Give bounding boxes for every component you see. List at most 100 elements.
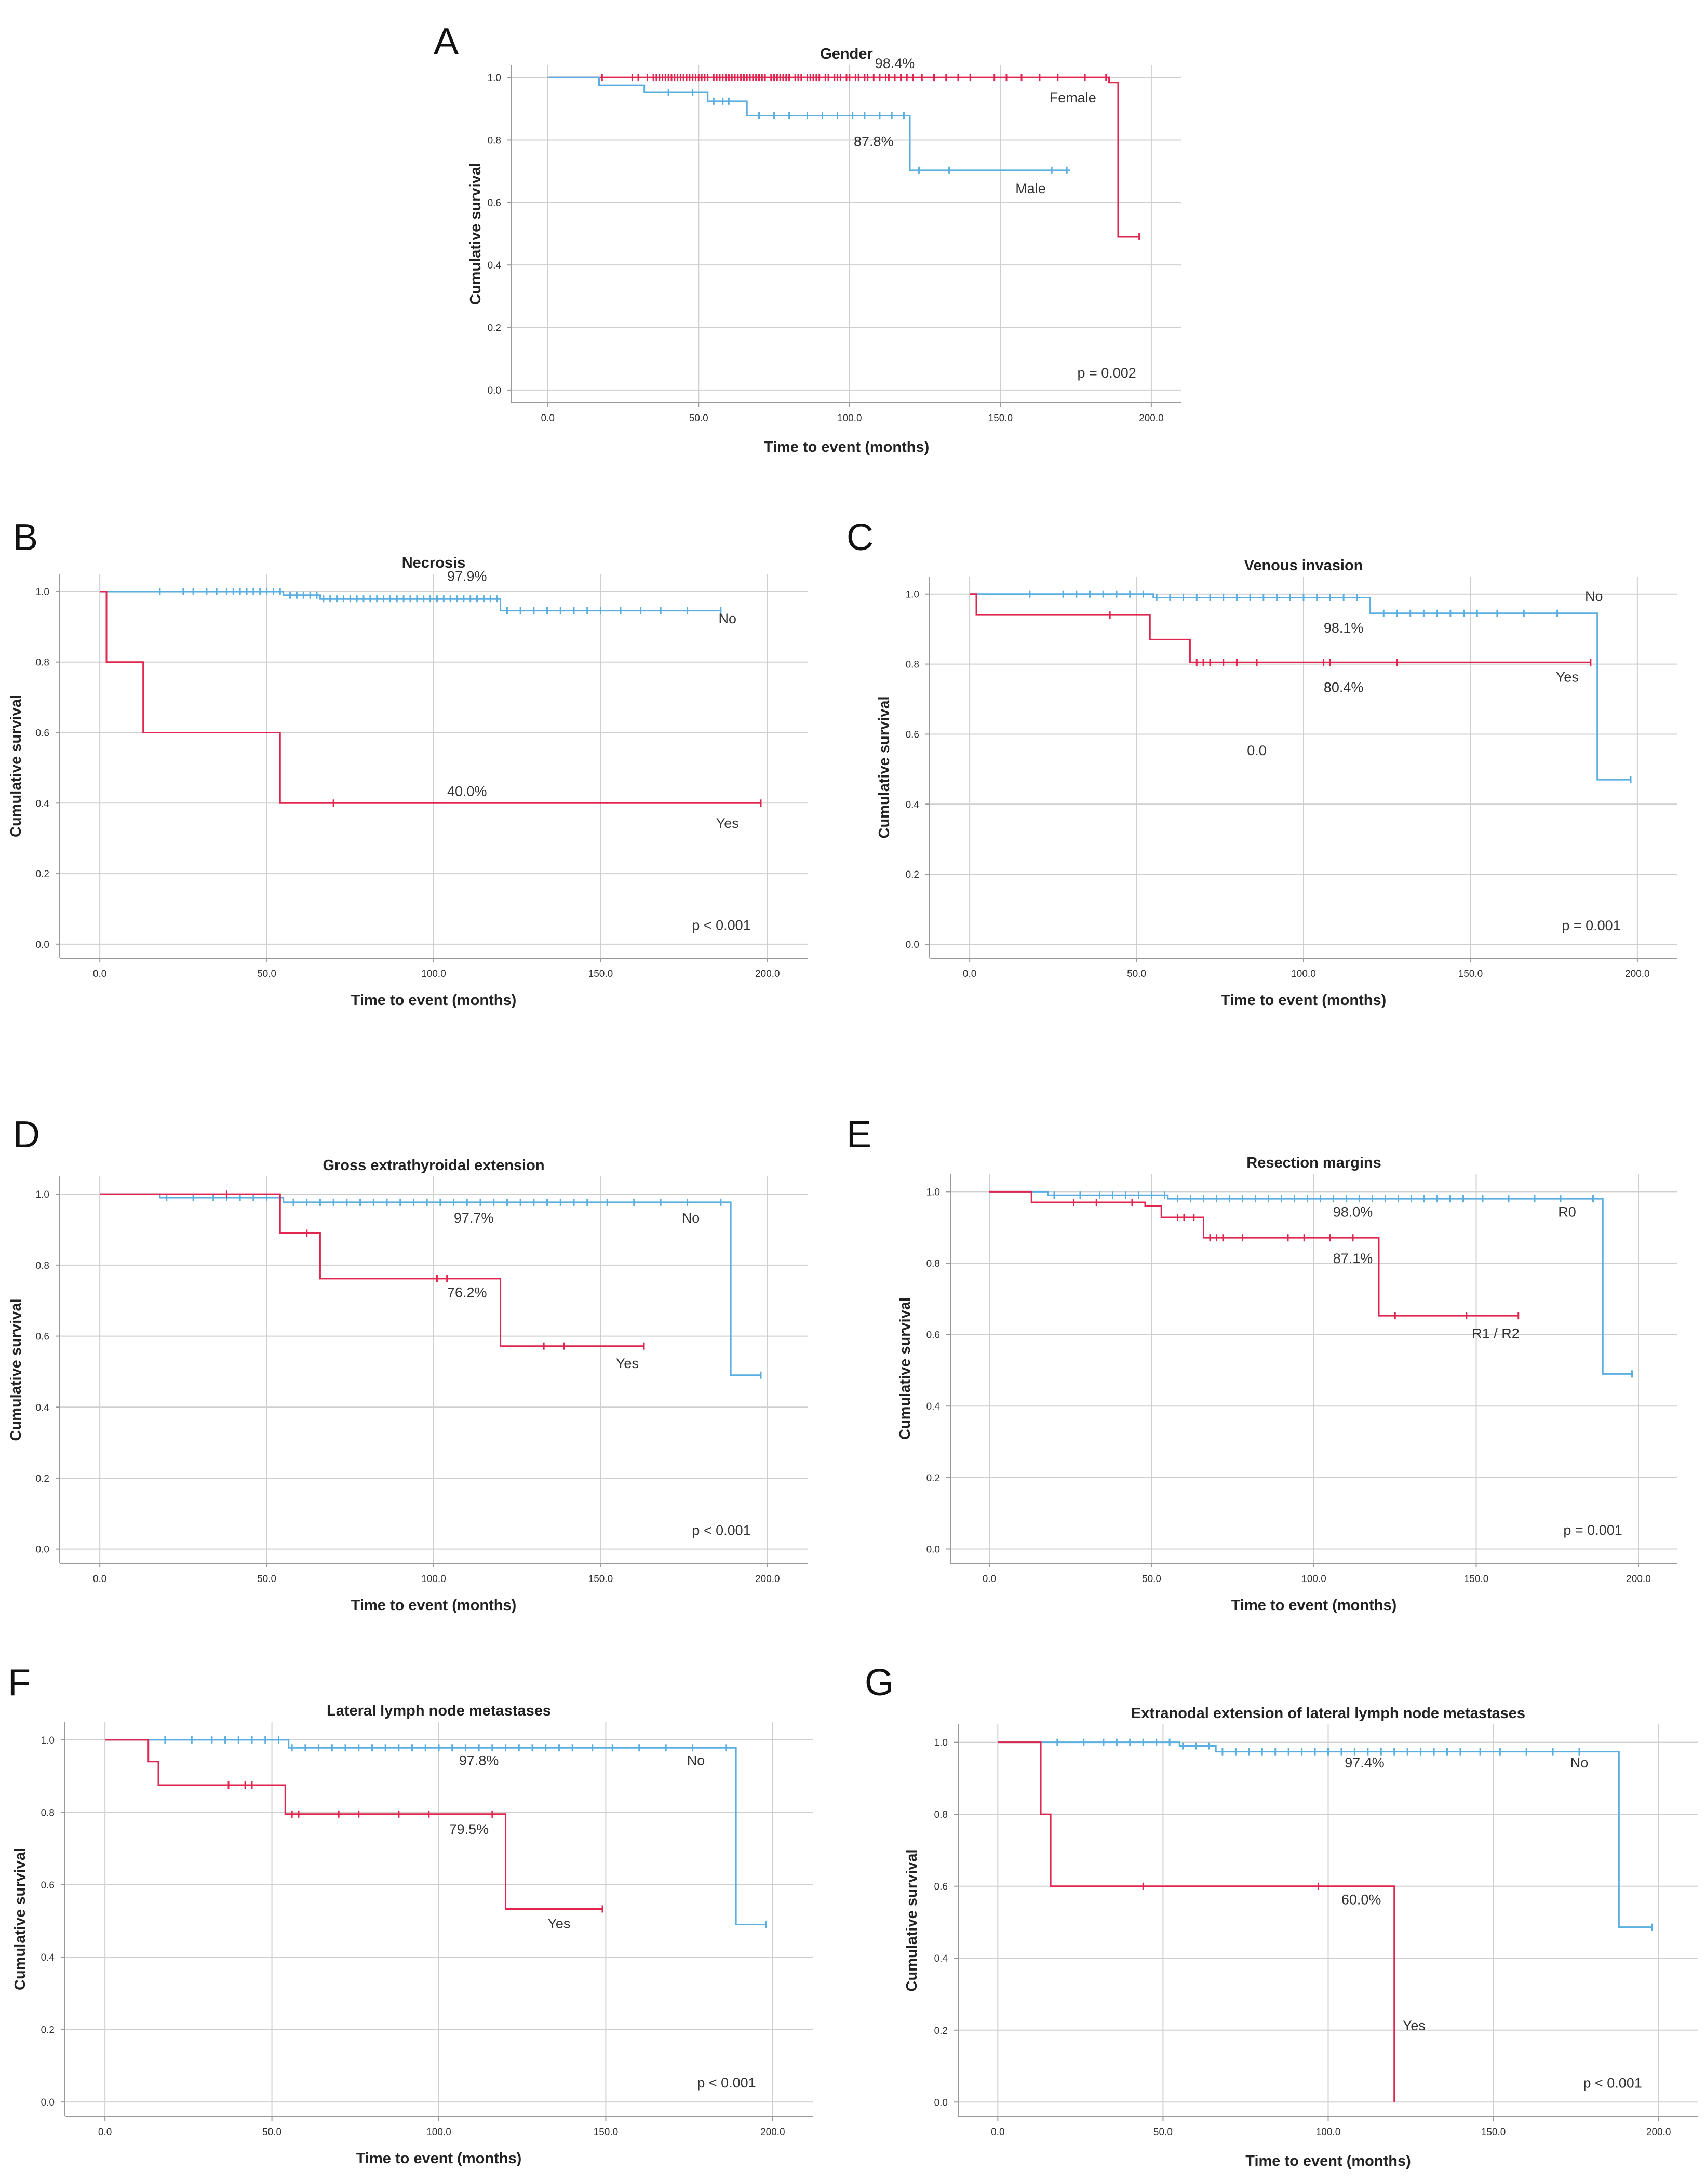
panel-letter: F (8, 1662, 31, 1704)
x-tick-label: 150.0 (1481, 2127, 1506, 2138)
x-tick-label: 100.0 (421, 969, 446, 980)
curve-annotation: Yes (616, 1356, 639, 1371)
x-tick-label: 50.0 (689, 413, 708, 424)
survival-curve-yes (100, 1193, 644, 1347)
x-tick-label: 200.0 (1139, 413, 1164, 424)
x-tick-label: 0.0 (991, 2127, 1004, 2138)
curve-annotation: 97.9% (447, 569, 487, 584)
y-tick-label: 0.2 (926, 1473, 940, 1484)
y-tick-label: 0.4 (36, 1402, 50, 1413)
p-value-label: p < 0.001 (1583, 2075, 1642, 2091)
x-tick-label: 0.0 (98, 2127, 112, 2138)
y-tick-label: 1.0 (36, 1189, 49, 1200)
chart-title: Gross extrathyroidal extension (323, 1157, 544, 1174)
x-tick-label: 150.0 (588, 969, 613, 980)
y-tick-label: 0.4 (488, 260, 502, 271)
panel-letter: B (13, 517, 38, 558)
y-tick-label: 0.6 (36, 728, 49, 739)
y-tick-label: 0.8 (934, 1810, 948, 1820)
curve-annotation: 76.2% (447, 1284, 487, 1300)
y-tick-label: 0.6 (41, 1880, 55, 1891)
panel-letter: C (847, 517, 874, 558)
y-axis-label: Cumulative survival (904, 1850, 920, 1992)
y-tick-label: 0.8 (488, 135, 501, 146)
x-tick-label: 0.0 (963, 969, 976, 980)
x-axis-label: Time to event (months) (1221, 992, 1387, 1009)
y-tick-label: 0.4 (36, 798, 50, 809)
curve-annotation: 97.4% (1345, 1755, 1385, 1771)
y-tick-label: 1.0 (906, 589, 919, 600)
x-axis-label: Time to event (months) (351, 1597, 517, 1614)
y-tick-label: 0.2 (906, 869, 919, 880)
x-axis-label: Time to event (months) (764, 439, 930, 455)
survival-curve-no (100, 591, 721, 612)
survival-curve-no (100, 1193, 761, 1376)
curve-annotation: R0 (1558, 1204, 1576, 1220)
survival-curve-yes (970, 593, 1591, 663)
x-tick-label: 200.0 (1625, 969, 1650, 980)
y-tick-label: 1.0 (934, 1738, 948, 1749)
curve-annotation: 60.0% (1341, 1892, 1381, 1907)
y-tick-label: 1.0 (488, 73, 501, 84)
curve-annotation: 97.8% (459, 1753, 499, 1768)
x-tick-label: 50.0 (257, 1574, 276, 1585)
y-tick-label: 0.8 (926, 1258, 940, 1269)
curve-annotation: Yes (1556, 669, 1579, 685)
curve-annotation: R1 / R2 (1472, 1326, 1520, 1342)
y-tick-label: 0.4 (926, 1401, 941, 1412)
survival-curve-r1-r2 (989, 1190, 1519, 1317)
x-tick-label: 150.0 (1458, 969, 1483, 980)
p-value-label: p = 0.002 (1077, 365, 1136, 381)
chart-title: Extranodal extension of lateral lymph no… (1131, 1705, 1525, 1722)
chart-title: Necrosis (402, 555, 466, 571)
curve-annotation: No (682, 1210, 700, 1226)
y-tick-label: 0.0 (934, 2097, 948, 2108)
y-axis-label: Cumulative survival (897, 1297, 914, 1440)
y-tick-label: 0.0 (488, 385, 501, 396)
x-tick-label: 50.0 (1153, 2127, 1173, 2138)
survival-curve-female (547, 76, 1139, 238)
x-tick-label: 200.0 (760, 2127, 785, 2138)
x-tick-label: 50.0 (262, 2127, 281, 2138)
panel-letter: A (434, 21, 459, 62)
y-tick-label: 0.2 (41, 2025, 55, 2036)
x-tick-label: 0.0 (93, 1574, 106, 1585)
x-tick-label: 200.0 (755, 969, 780, 980)
survival-curve-no (998, 1741, 1652, 1928)
y-tick-label: 0.0 (36, 1545, 49, 1556)
x-tick-label: 100.0 (1316, 2127, 1341, 2138)
y-axis-label: Cumulative survival (467, 163, 484, 305)
y-tick-label: 0.4 (906, 799, 920, 810)
x-tick-label: 0.0 (983, 1574, 996, 1585)
curve-annotation: 0.0 (1247, 743, 1267, 758)
x-tick-label: 100.0 (837, 413, 862, 424)
panel-b: B 0.0 50.0 100.0 150.0 200.0 0.0 0.2 0.4 0.6 0.8 1.… (8, 517, 808, 1009)
y-axis-label: Cumulative survival (12, 1848, 29, 1990)
curve-annotation: 80.4% (1324, 680, 1364, 695)
x-tick-label: 100.0 (421, 1574, 446, 1585)
panel-f: F 0.0 50.0 100.0 150.0 200.0 0.0 0.2 0.4 0.6 0.8 1.… (8, 1662, 813, 2167)
x-tick-label: 50.0 (1142, 1574, 1161, 1585)
y-tick-label: 0.2 (36, 869, 49, 880)
y-axis-label: Cumulative survival (8, 1299, 24, 1441)
y-axis-label: Cumulative survival (8, 695, 24, 837)
panel-letter: G (865, 1662, 894, 1704)
curve-annotation: 98.1% (1324, 620, 1364, 636)
curve-annotation: Yes (547, 1915, 570, 1931)
y-tick-label: 0.2 (488, 323, 501, 334)
x-axis-label: Time to event (months) (351, 992, 517, 1009)
curve-annotation: No (1570, 1755, 1589, 1771)
y-tick-label: 0.2 (36, 1473, 49, 1484)
curve-annotation: Yes (1403, 2018, 1426, 2033)
p-value-label: p = 0.001 (1563, 1522, 1622, 1538)
p-value-label: p = 0.001 (1562, 918, 1620, 933)
y-tick-label: 0.0 (36, 940, 49, 950)
curve-annotation: No (718, 611, 736, 626)
curve-annotation: 40.0% (447, 784, 487, 799)
x-tick-label: 200.0 (1646, 2127, 1671, 2138)
x-tick-label: 100.0 (426, 2127, 451, 2138)
panel-letter: E (847, 1114, 871, 1156)
x-tick-label: 50.0 (1127, 969, 1146, 980)
x-tick-label: 0.0 (541, 413, 555, 424)
